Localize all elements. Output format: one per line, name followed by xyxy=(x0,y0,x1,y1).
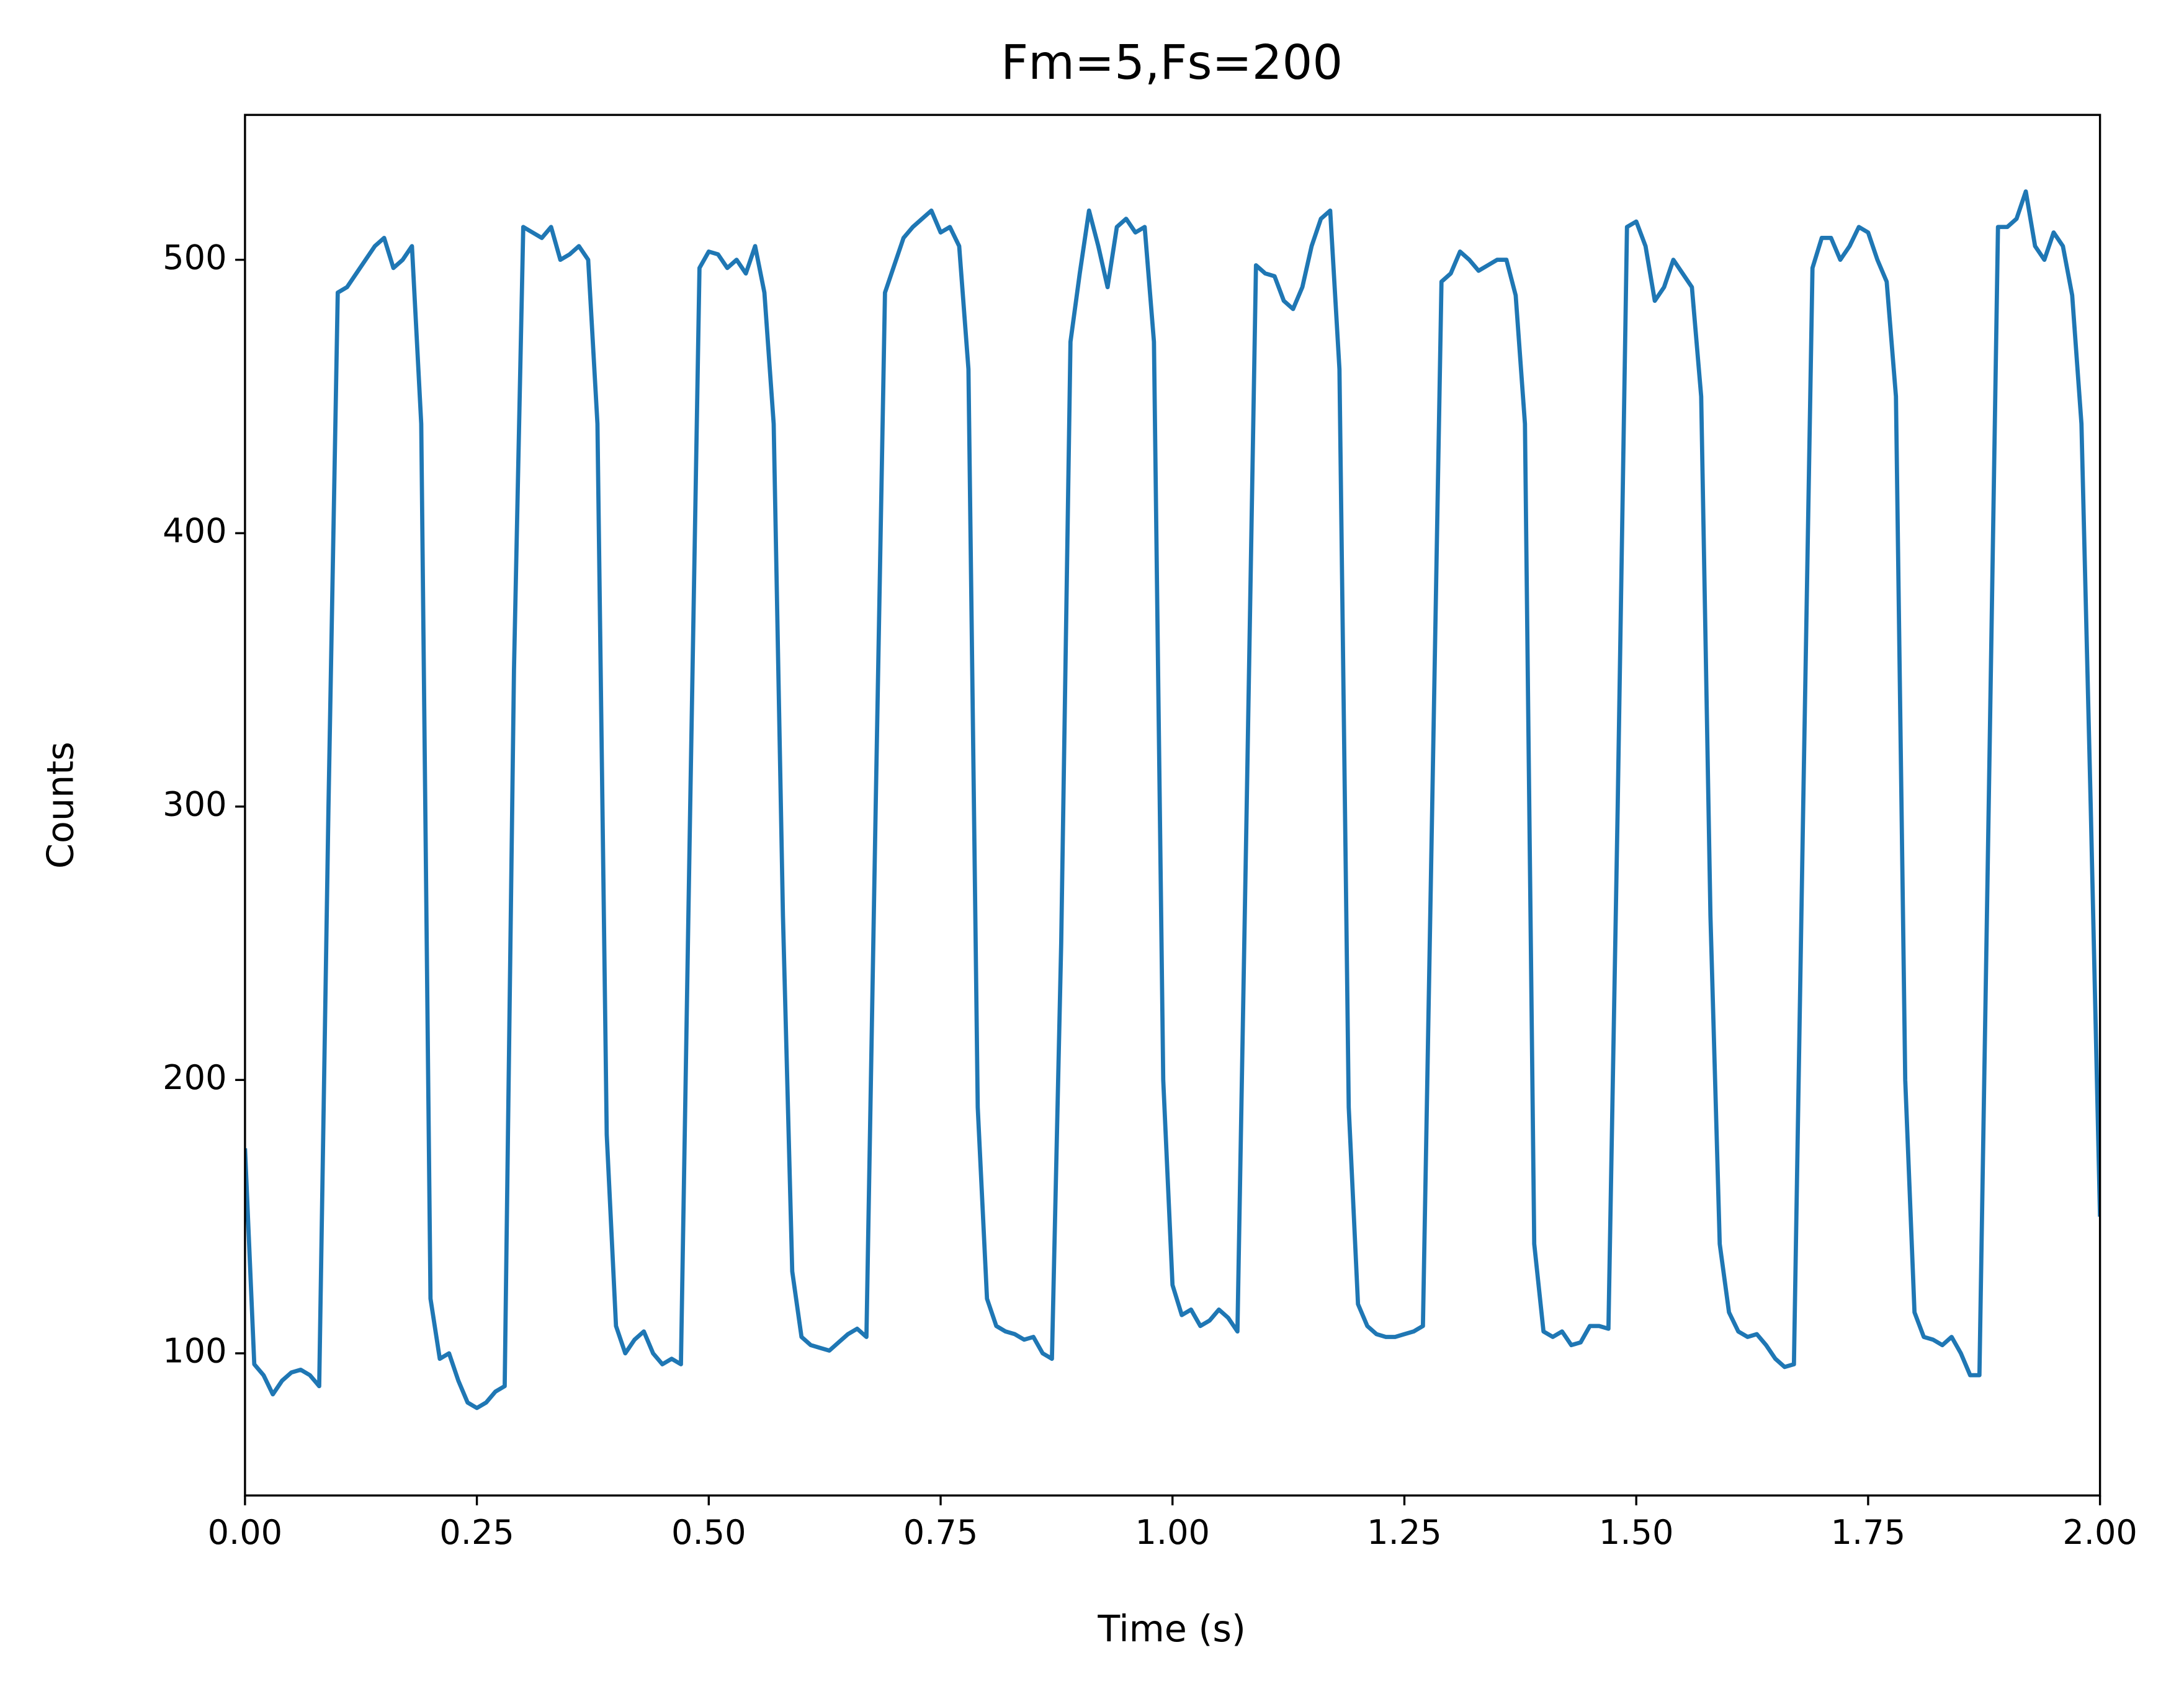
x-tick-label: 1.00 xyxy=(1135,1513,1210,1552)
x-tick-label: 0.25 xyxy=(439,1513,514,1552)
x-axis-label: Time (s) xyxy=(1097,1608,1246,1650)
y-tick-label: 200 xyxy=(163,1058,226,1097)
x-tick-label: 0.50 xyxy=(671,1513,746,1552)
x-tick-label: 0.75 xyxy=(903,1513,978,1552)
x-tick-label: 1.25 xyxy=(1367,1513,1442,1552)
data-line xyxy=(244,189,2100,1410)
y-tick-label: 400 xyxy=(163,511,226,550)
plot-frame xyxy=(244,114,2101,1497)
y-tick-label: 500 xyxy=(163,238,226,277)
y-axis-label: Counts xyxy=(40,742,82,869)
y-tick-label: 300 xyxy=(163,784,226,823)
x-tick-label: 1.50 xyxy=(1599,1513,1674,1552)
x-tick-label: 2.00 xyxy=(2062,1513,2137,1552)
x-tick-label: 0.00 xyxy=(208,1513,283,1552)
chart-title: Fm=5,Fs=200 xyxy=(1001,35,1343,91)
y-tick-label: 100 xyxy=(163,1332,226,1371)
x-tick-label: 1.75 xyxy=(1831,1513,1906,1552)
